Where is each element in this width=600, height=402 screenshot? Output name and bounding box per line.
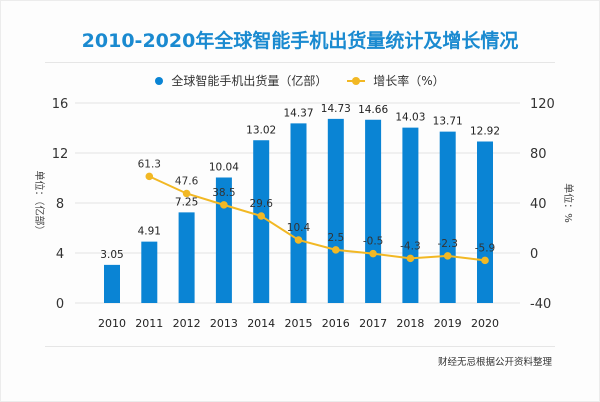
bar-value-label: 10.04 <box>209 162 239 174</box>
x-tick-label: 2019 <box>434 317 462 330</box>
growth-labels: 61.3 47.6 38.5 29.6 10.4 2.5 -0.5 -4.3 -2.3 -5.9 <box>138 158 496 254</box>
x-tick-label: 2013 <box>210 317 238 330</box>
x-tick-label: 2011 <box>135 317 163 330</box>
left-axis-label: 单位：（亿部） <box>33 171 46 236</box>
right-tick-label: -40 <box>530 297 551 312</box>
left-tick-label: 16 <box>52 97 69 112</box>
growth-point-2011 <box>145 172 154 181</box>
bar-value-label: 14.73 <box>321 103 351 115</box>
right-tick-label: 40 <box>530 197 547 212</box>
bar-2016 <box>327 118 344 303</box>
bar-2018 <box>402 127 419 303</box>
growth-value-label: 2.5 <box>327 232 344 244</box>
left-axis-ticks: 0 4 8 12 16 <box>52 97 69 312</box>
x-axis-ticks: 2010 2011 2012 2013 2014 2015 2016 2017 2018 2019… <box>98 317 499 330</box>
bar-2013 <box>215 177 232 303</box>
bar-2020 <box>477 141 493 303</box>
growth-point-2020 <box>481 256 489 265</box>
title-divider <box>45 62 555 63</box>
chart-title: 2010-2020年全球智能手机出货量统计及增长情况 <box>81 30 519 52</box>
growth-value-label: 38.5 <box>212 187 235 199</box>
right-tick-label: 80 <box>530 147 547 162</box>
bar-2017 <box>365 119 382 303</box>
bar-value-label: 12.92 <box>470 126 500 138</box>
bar-2012 <box>178 212 195 303</box>
x-tick-label: 2020 <box>471 317 499 330</box>
x-tick-label: 2015 <box>285 317 313 330</box>
right-axis-label: 单位：% <box>562 183 575 223</box>
growth-point-2013 <box>220 201 228 209</box>
bar-2019 <box>439 131 456 303</box>
bar-2014 <box>253 140 270 303</box>
legend: 全球智能手机出货量（亿部） 增长率（%） <box>0 72 600 89</box>
right-tick-label: 0 <box>530 247 538 262</box>
bar-2010 <box>104 264 120 303</box>
growth-point-2012 <box>182 189 191 198</box>
growth-point-2016 <box>332 246 340 254</box>
bar-value-label: 3.05 <box>100 249 123 261</box>
growth-line-path <box>148 175 486 262</box>
bar-value-label: 14.66 <box>358 104 388 116</box>
growth-value-label: -5.9 <box>475 242 496 254</box>
right-tick-label: 120 <box>530 97 555 112</box>
legend-item-shipments: 全球智能手机出货量（亿部） <box>155 72 327 89</box>
bar-value-label: 13.71 <box>433 116 463 128</box>
growth-value-label: 47.6 <box>175 176 199 188</box>
growth-point-2018 <box>406 254 415 263</box>
x-tick-label: 2017 <box>359 317 387 330</box>
legend-label-shipments: 全球智能手机出货量（亿部） <box>171 74 328 88</box>
x-tick-label: 2018 <box>396 317 424 330</box>
bar-value-label: 13.02 <box>246 124 276 136</box>
right-axis-ticks: -40 0 40 80 120 <box>530 97 555 312</box>
left-tick-label: 4 <box>56 247 64 262</box>
x-tick-label: 2014 <box>247 317 275 330</box>
bars <box>104 118 493 303</box>
legend-line-marker-icon <box>347 76 366 85</box>
bar-2011 <box>141 241 158 303</box>
bar-value-label: 14.37 <box>283 107 313 119</box>
left-tick-label: 8 <box>56 197 64 212</box>
footer-divider <box>45 346 555 347</box>
growth-point-2019 <box>443 252 452 260</box>
growth-value-label: 29.6 <box>250 198 274 210</box>
growth-value-label: 10.4 <box>287 222 311 234</box>
x-tick-label: 2016 <box>322 317 350 330</box>
bar-labels: 3.05 4.91 7.25 10.04 13.02 14.37 14.73 14.66 14.… <box>100 103 500 261</box>
bar-2015 <box>290 123 307 303</box>
source-note: 财经无忌根据公开资料整理 <box>437 357 552 368</box>
growth-value-label: -0.5 <box>363 236 384 248</box>
growth-value-label: 61.3 <box>138 158 161 170</box>
x-tick-label: 2010 <box>98 317 126 330</box>
growth-point-2017 <box>369 249 377 258</box>
bar-value-label: 4.91 <box>138 226 161 238</box>
growth-point-2015 <box>294 236 303 244</box>
growth-point-2014 <box>257 212 266 220</box>
growth-line <box>145 172 489 265</box>
left-tick-label: 12 <box>52 147 69 162</box>
growth-value-label: -2.3 <box>437 238 458 250</box>
legend-label-growth: 增长率（%） <box>373 74 445 88</box>
growth-value-label: -4.3 <box>400 240 421 252</box>
legend-item-growth: 增长率（%） <box>347 72 445 89</box>
x-tick-label: 2012 <box>173 317 201 330</box>
legend-bar-marker-icon <box>155 76 164 85</box>
left-tick-label: 0 <box>56 297 64 312</box>
bar-value-label: 14.03 <box>395 112 425 124</box>
bar-value-label: 7.25 <box>175 196 198 208</box>
